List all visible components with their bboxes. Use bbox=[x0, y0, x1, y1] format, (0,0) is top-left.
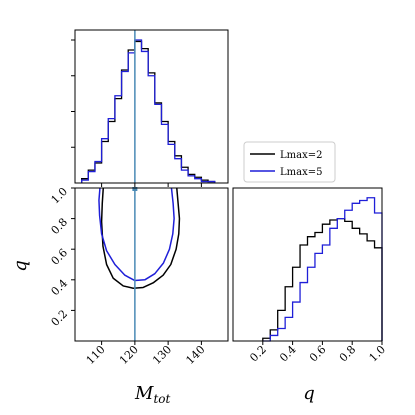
mtot-histogram-panel bbox=[71, 29, 229, 187]
q-hist-series-1 bbox=[262, 197, 383, 342]
q-axis-label-left: q bbox=[10, 260, 31, 272]
joint-contour-frame bbox=[74, 187, 229, 342]
q-histogram-frame bbox=[232, 187, 383, 342]
joint-contour-panel: 110 120 130 140 0.2 0.4 0.6 0.8 1.0 Mtot q bbox=[10, 185, 229, 406]
legend-label-lmax5: Lmax=5 bbox=[280, 167, 322, 178]
joint-ytick-label-1: 0.4 bbox=[49, 277, 71, 299]
joint-xtick-label-2: 130 bbox=[150, 343, 174, 367]
joint-contour-1 bbox=[98, 188, 175, 282]
q-hist-xtick-label-2: 0.6 bbox=[307, 343, 329, 365]
q-axis-label-bottom: q bbox=[303, 383, 315, 404]
q-hist-xtick-label-1: 0.4 bbox=[277, 343, 299, 365]
joint-ytick-label-4: 1.0 bbox=[49, 185, 71, 207]
joint-ytick-label-0: 0.2 bbox=[49, 307, 71, 329]
mtot-hist-series-1 bbox=[81, 39, 216, 183]
mtot-axis-label-main: M bbox=[134, 383, 154, 404]
q-hist-xtick-label-3: 0.8 bbox=[337, 343, 359, 365]
joint-xtick-label-3: 140 bbox=[183, 343, 207, 367]
q-histogram-panel: 0.2 0.4 0.6 0.8 1.0 q bbox=[232, 187, 389, 404]
mtot-axis-label: Mtot bbox=[134, 383, 170, 406]
joint-contour-0 bbox=[100, 188, 181, 289]
joint-ytick-label-2: 0.6 bbox=[49, 246, 71, 268]
joint-ytick-label-3: 0.8 bbox=[49, 216, 71, 238]
mtot-axis-label-sub: tot bbox=[153, 392, 170, 406]
q-hist-xtick-label-0: 0.2 bbox=[247, 343, 269, 365]
q-hist-xtick-label-4: 1.0 bbox=[367, 343, 389, 365]
legend-box bbox=[243, 141, 336, 183]
legend: Lmax=2 Lmax=5 bbox=[243, 141, 336, 183]
q-hist-series-0 bbox=[262, 217, 383, 341]
mtot-histogram-frame bbox=[74, 29, 229, 184]
joint-xtick-label-1: 120 bbox=[117, 343, 141, 367]
joint-truth-marker bbox=[132, 187, 138, 191]
joint-xtick-label-0: 110 bbox=[84, 343, 108, 367]
legend-label-lmax2: Lmax=2 bbox=[280, 150, 322, 161]
